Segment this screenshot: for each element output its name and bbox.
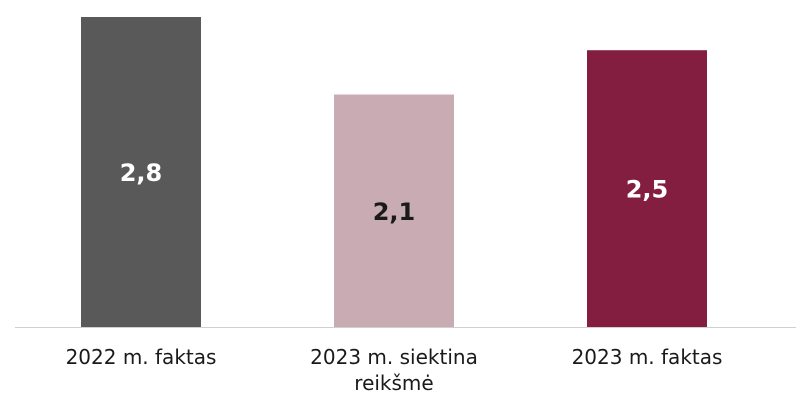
x-tick-label-3: 2023 m. faktas bbox=[572, 345, 723, 369]
x-tick-label-line: 2023 m. faktas bbox=[572, 345, 723, 369]
x-tick-label-line: reikšmė bbox=[354, 371, 433, 395]
bars-layer bbox=[81, 17, 707, 327]
x-tick-label-2: 2023 m. siektina reikšmė bbox=[310, 345, 478, 395]
bar-2 bbox=[334, 94, 454, 327]
data-label-2: 2,1 bbox=[373, 198, 416, 226]
data-label-3: 2,5 bbox=[626, 176, 669, 204]
x-tick-labels: 2022 m. faktas 2023 m. siektina reikšmė202… bbox=[66, 345, 723, 395]
x-tick-label-line: 2022 m. faktas bbox=[66, 345, 217, 369]
x-tick-label-line: 2023 m. siektina bbox=[310, 345, 478, 369]
data-label-1: 2,8 bbox=[120, 159, 163, 187]
bar-1 bbox=[81, 17, 201, 327]
bar-3 bbox=[587, 50, 707, 327]
x-tick-label-1: 2022 m. faktas bbox=[66, 345, 217, 369]
labels-layer: 2,8 2,1 2,5 bbox=[120, 159, 669, 226]
